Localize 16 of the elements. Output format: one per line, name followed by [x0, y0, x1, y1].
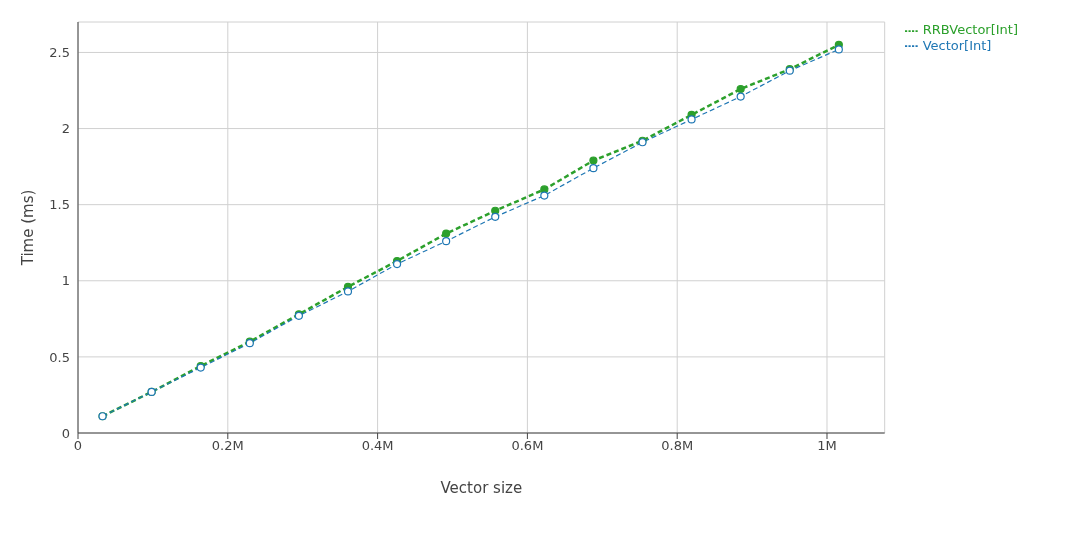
- x-tick-label: 0.8M: [661, 438, 694, 454]
- x-tick-label: 1M: [817, 438, 837, 454]
- x-axis-title: Vector size: [440, 479, 523, 497]
- y-tick-label: 0: [61, 425, 70, 441]
- y-tick-label: 2.5: [49, 45, 70, 61]
- x-tick-label: 0.6M: [511, 438, 544, 454]
- x-tick-label: 0.2M: [211, 438, 244, 454]
- legend-label: RRBVector[Int]: [922, 22, 1018, 37]
- legend-label: Vector[Int]: [922, 37, 992, 53]
- y-axis-title: Time (ms): [19, 189, 38, 267]
- x-tick-label: 0: [73, 438, 83, 454]
- y-tick-label: 1.5: [49, 197, 70, 213]
- y-tick-label: 0.5: [49, 349, 70, 365]
- x-tick-label: 0.4M: [361, 438, 394, 454]
- y-tick-label: 1: [61, 273, 70, 289]
- y-tick-label: 2: [61, 121, 70, 137]
